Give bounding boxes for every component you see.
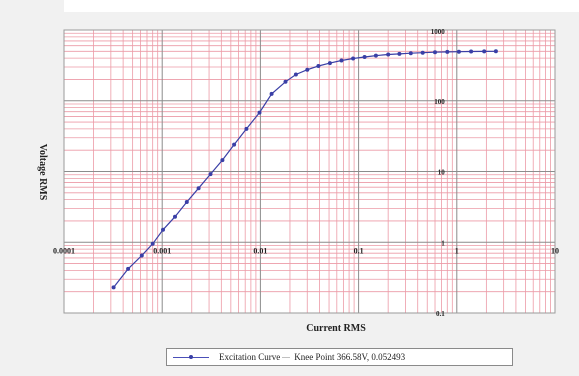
legend-label-excitation-curve: Excitation Curve bbox=[219, 352, 281, 362]
data-point bbox=[305, 67, 310, 72]
data-point bbox=[316, 64, 321, 68]
data-point bbox=[161, 227, 165, 232]
x-tick-label: 0.001 bbox=[153, 246, 171, 255]
x-tick-label: 0.01 bbox=[253, 246, 267, 255]
x-tick-labels: 0.0001 0.001 0.01 0.1 1 10 bbox=[53, 246, 559, 255]
grid-major bbox=[63, 29, 556, 314]
data-point bbox=[244, 126, 249, 131]
data-point bbox=[150, 241, 155, 246]
y-tick-label: 0.1 bbox=[436, 310, 445, 318]
x-tick-label: 10 bbox=[551, 246, 559, 255]
x-axis-label: Current RMS bbox=[306, 323, 366, 334]
data-point bbox=[420, 50, 425, 55]
legend-label-knee-point: Knee Point 366.58V, 0.052493 bbox=[294, 352, 406, 362]
data-point bbox=[293, 72, 298, 77]
data-point bbox=[386, 52, 391, 57]
data-point bbox=[173, 214, 177, 219]
data-point bbox=[196, 186, 201, 191]
data-point bbox=[327, 61, 332, 66]
y-axis-label: Voltage RMS bbox=[37, 144, 48, 201]
data-point bbox=[269, 91, 274, 96]
data-point bbox=[445, 49, 450, 54]
data-point bbox=[111, 285, 116, 290]
series-excitation-curve bbox=[111, 49, 498, 290]
y-tick-label: 100 bbox=[434, 98, 445, 106]
data-point bbox=[397, 51, 402, 56]
data-point bbox=[139, 253, 144, 258]
y-tick-label: 1 bbox=[441, 239, 445, 247]
y-tick-label: 10 bbox=[438, 169, 446, 177]
data-point bbox=[408, 51, 413, 56]
data-point bbox=[232, 142, 237, 147]
data-point bbox=[433, 50, 437, 55]
data-point bbox=[126, 266, 131, 271]
legend-swatch-knee-point bbox=[282, 356, 291, 358]
data-point bbox=[208, 172, 213, 177]
legend-swatch-excitation-curve bbox=[173, 350, 209, 364]
x-tick-label: 0.1 bbox=[354, 246, 364, 255]
data-point bbox=[283, 79, 288, 84]
data-point bbox=[373, 53, 378, 58]
y-tick-labels: 1000 100 10 1 0.1 bbox=[431, 28, 446, 318]
data-point bbox=[184, 200, 189, 204]
data-point bbox=[456, 49, 461, 54]
data-point bbox=[220, 158, 225, 163]
x-tick-label: 0.0001 bbox=[53, 246, 75, 255]
top-strip bbox=[64, 0, 579, 12]
data-point bbox=[482, 49, 487, 54]
x-tick-label: 1 bbox=[455, 246, 459, 255]
chart-legend: Excitation Curve Knee Point 366.58V, 0.0… bbox=[166, 348, 513, 366]
y-tick-label: 1000 bbox=[431, 28, 446, 36]
data-point bbox=[362, 55, 367, 59]
data-point bbox=[257, 110, 262, 115]
data-point bbox=[339, 58, 344, 63]
data-point bbox=[351, 56, 356, 61]
data-point bbox=[469, 49, 474, 54]
plot-border bbox=[63, 29, 556, 314]
data-point bbox=[493, 49, 498, 54]
